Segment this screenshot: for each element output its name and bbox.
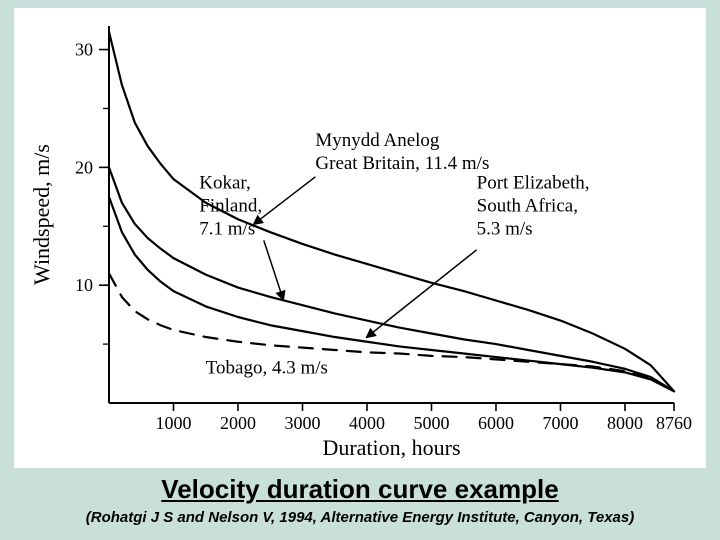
- svg-text:South Africa,: South Africa,: [477, 196, 578, 217]
- slide-container: 10 20 30 1000 2000 3000 4000 5000 6000 7000 8000 87…: [0, 0, 720, 540]
- svg-text:10: 10: [75, 275, 93, 295]
- svg-text:8760: 8760: [656, 413, 692, 433]
- svg-text:5000: 5000: [413, 413, 449, 433]
- svg-text:2000: 2000: [220, 413, 256, 433]
- svg-text:Mynydd Anelog: Mynydd Anelog: [315, 130, 440, 151]
- svg-text:Port Elizabeth,: Port Elizabeth,: [477, 173, 590, 194]
- svg-text:Great Britain, 11.4 m/s: Great Britain, 11.4 m/s: [315, 153, 489, 174]
- velocity-duration-chart: 10 20 30 1000 2000 3000 4000 5000 6000 7000 8000 87…: [14, 8, 706, 468]
- svg-text:1000: 1000: [155, 413, 191, 433]
- svg-text:5.3 m/s: 5.3 m/s: [477, 219, 533, 240]
- svg-text:3000: 3000: [284, 413, 320, 433]
- svg-text:Finland,: Finland,: [199, 196, 262, 217]
- slide-citation: (Rohatgi J S and Nelson V, 1994, Alterna…: [14, 509, 706, 526]
- svg-text:7.1 m/s: 7.1 m/s: [199, 219, 255, 240]
- svg-text:Tobago, 4.3 m/s: Tobago, 4.3 m/s: [206, 358, 328, 379]
- svg-text:Kokar,: Kokar,: [199, 173, 250, 194]
- svg-text:7000: 7000: [542, 413, 578, 433]
- svg-text:30: 30: [75, 40, 93, 60]
- svg-text:6000: 6000: [478, 413, 514, 433]
- svg-text:Windspeed, m/s: Windspeed, m/s: [29, 144, 54, 285]
- series-mynydd_anelog: [109, 32, 674, 391]
- svg-text:4000: 4000: [349, 413, 385, 433]
- caption-block: Velocity duration curve example (Rohatgi…: [14, 474, 706, 526]
- svg-text:Duration, hours: Duration, hours: [322, 435, 460, 460]
- svg-text:20: 20: [75, 157, 93, 177]
- series-kokar: [109, 167, 674, 391]
- slide-title: Velocity duration curve example: [14, 474, 706, 505]
- chart-card: 10 20 30 1000 2000 3000 4000 5000 6000 7000 8000 87…: [14, 8, 706, 468]
- svg-text:8000: 8000: [607, 413, 643, 433]
